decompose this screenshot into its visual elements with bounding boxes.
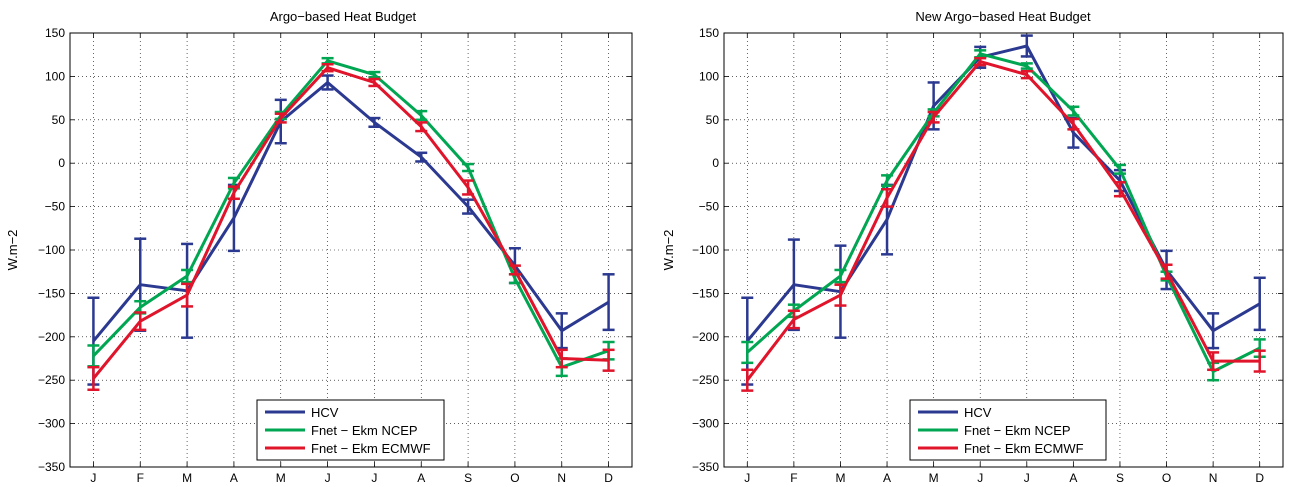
series-line [92,66,609,380]
x-tick-label: M [835,471,845,485]
x-tick-label: M [182,471,192,485]
legend-label: HCV [964,405,992,420]
chart-panel-new-argo-heat-budget: New Argo−based Heat Budget W.m−2 J F M A M J J… [661,9,1284,485]
x-tick-label: A [883,471,891,485]
y-tick-label: −250 [692,373,719,387]
x-tick-label: M [929,471,939,485]
legend-label: Fnet − Ekm NCEP [311,423,418,438]
y-tick-label: 0 [712,156,719,170]
x-tick-label: J [744,471,750,485]
x-tick-label: J [325,471,331,485]
y-tick-label: −50 [45,200,66,214]
y-tick-label: −200 [692,330,719,344]
y-tick-label: −250 [38,373,65,387]
y-tick-label: −300 [38,417,65,431]
x-tick-label: S [464,471,472,485]
chart-panel-argo-heat-budget: Argo−based Heat Budget W.m−2 J F M A M J J A S O N… [5,9,633,485]
x-tick-label: F [137,471,144,485]
y-tick-label: −200 [38,330,65,344]
y-tick-label: 150 [699,26,719,40]
y-tick-label: −150 [692,286,719,300]
y-tick-label: −300 [692,417,719,431]
y-tick-label: 100 [699,69,719,83]
x-tick-label: D [604,471,613,485]
y-tick-label: −150 [38,286,65,300]
legend-label: Fnet − Ekm ECMWF [964,441,1084,456]
x-tick-label: S [1116,471,1124,485]
x-tick-label: F [790,471,797,485]
x-tick-label: J [1024,471,1030,485]
x-tick-label: A [417,471,425,485]
x-tick-label: D [1255,471,1264,485]
x-tick-label: J [977,471,983,485]
y-axis-label: W.m−2 [661,230,676,271]
chart-title: Argo−based Heat Budget [270,9,417,24]
legend-label: HCV [311,405,339,420]
series-line [746,52,1261,373]
y-tick-label: 50 [706,113,720,127]
legend-label: Fnet − Ekm ECMWF [311,441,431,456]
x-tick-label: A [1069,471,1077,485]
series-line [746,44,1261,343]
y-tick-label: −350 [38,460,65,474]
x-tick-label: O [510,471,519,485]
axes-frame [69,32,633,468]
y-tick-label: 50 [52,113,66,127]
x-tick-label: J [371,471,377,485]
x-tick-label: N [557,471,566,485]
x-tick-label: J [90,471,96,485]
y-tick-label: 150 [45,26,65,40]
y-tick-label: 100 [45,69,65,83]
series-line [92,81,610,343]
x-tick-label: N [1209,471,1218,485]
y-tick-label: −350 [692,460,719,474]
x-tick-label: A [230,471,238,485]
y-tick-label: 0 [58,156,65,170]
series-line [746,60,1260,382]
x-tick-label: O [1162,471,1171,485]
axes-frame [723,32,1284,468]
y-tick-label: −100 [692,243,719,257]
chart-title: New Argo−based Heat Budget [915,9,1091,24]
legend-label: Fnet − Ekm NCEP [964,423,1071,438]
y-tick-label: −50 [699,200,720,214]
y-tick-label: −100 [38,243,65,257]
y-axis-label: W.m−2 [5,230,20,271]
x-tick-label: M [276,471,286,485]
series-line [92,59,610,369]
